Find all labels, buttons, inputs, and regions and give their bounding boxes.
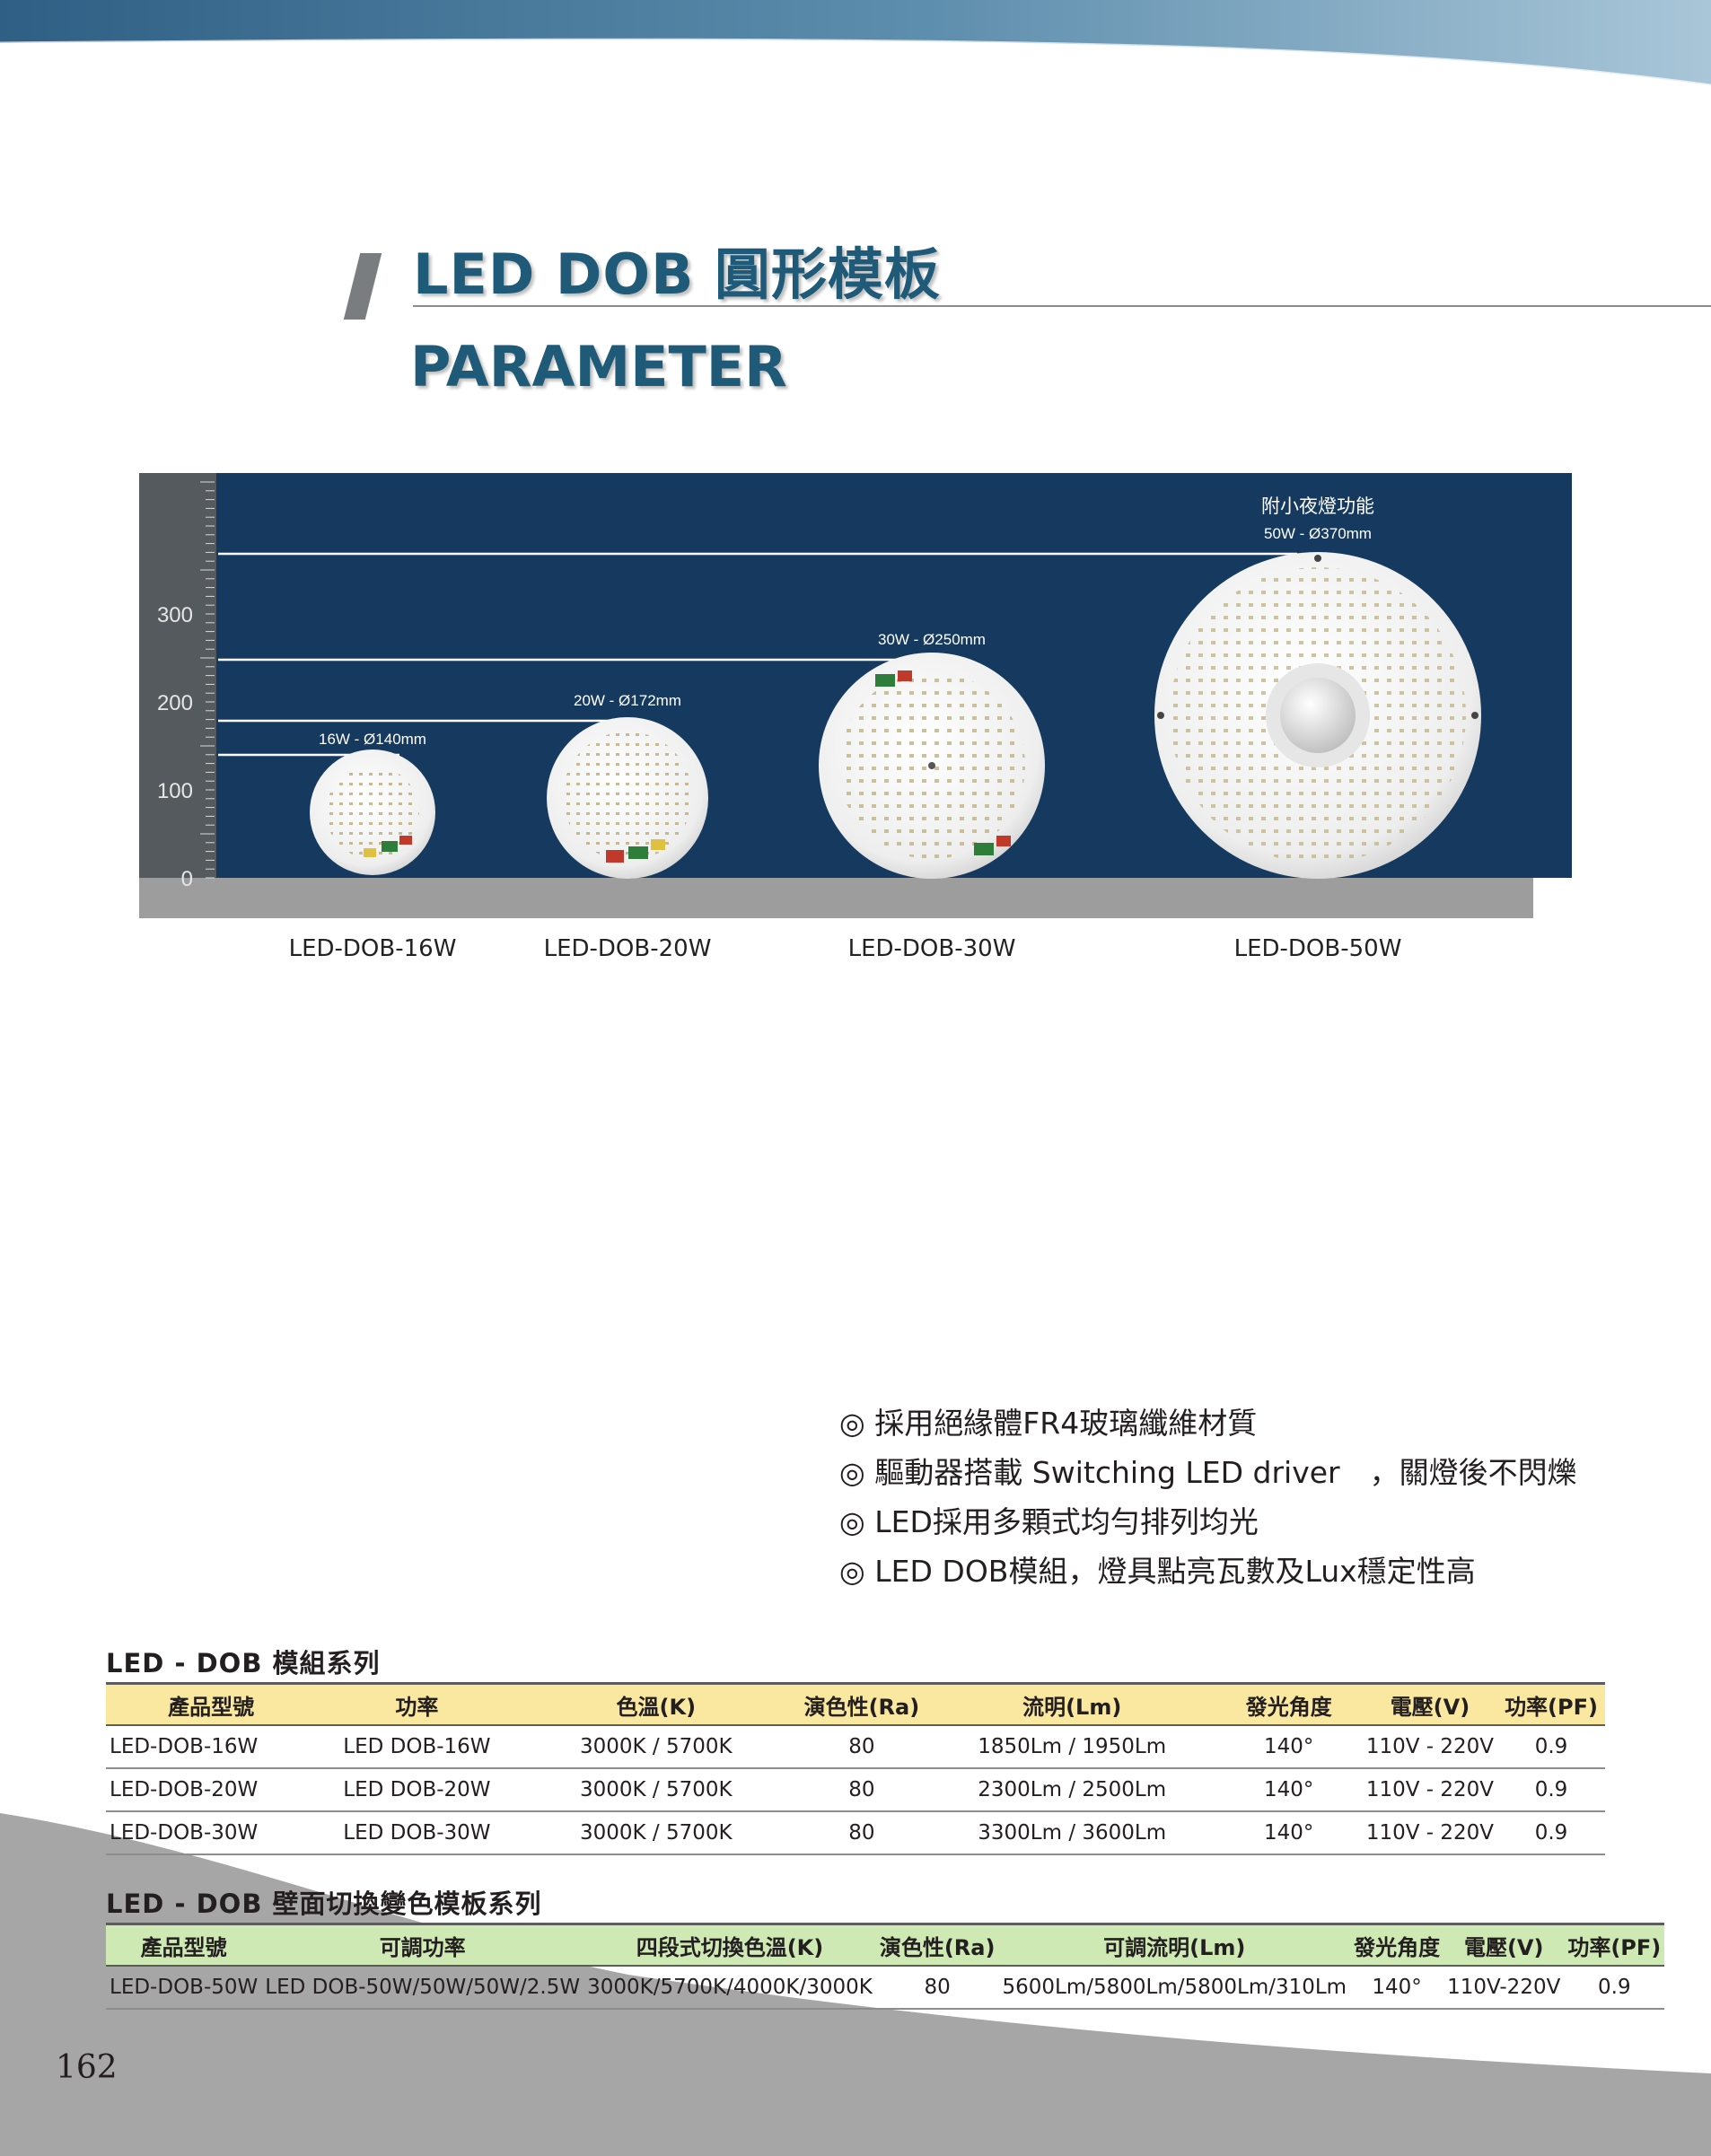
feature-list: ◎ 採用絕緣體FR4玻璃纖維材質 ◎ 驅動器搭載 Switching LED d… [839,1398,1577,1596]
table-cell: LED DOB-50W/50W/50W/2.5W [261,1966,584,2010]
table-header-row: 產品型號 可調功率 四段式切換色溫(K) 演色性(Ra) 可調流明(Lm) 發光… [106,1923,1665,1967]
table-cell: 2300Lm / 2500Lm [928,1768,1215,1812]
table-cell: 3000K/5700K/4000K/3000K [583,1966,876,2010]
bottom-decorative-band [0,1813,1711,2156]
table-cell: LED DOB-20W [316,1768,518,1812]
title-slash-ornament [343,253,382,320]
feature-item: ◎ LED採用多顆式均勻排列均光 [839,1504,1259,1539]
table-cell: 80 [794,1725,929,1769]
table-cell: 140° [1215,1811,1363,1855]
scale-label-100: 100 [157,779,193,803]
header-cell: 流明(Lm) [928,1682,1215,1726]
table-cell: 140° [1350,1966,1444,2010]
header-cell: 產品型號 [106,1923,262,1967]
table-cell: 3000K / 5700K [517,1768,794,1812]
table-row: LED-DOB-20W LED DOB-20W 3000K / 5700K 80… [106,1768,1605,1812]
night-light-note: 附小夜燈功能 [1261,495,1374,517]
led-board-30w [819,653,1045,879]
led-board-16w [310,749,435,875]
table-cell: 110V - 220V [1362,1768,1498,1812]
table-cell: 0.9 [1497,1811,1605,1855]
model-label-30w: LED-DOB-30W [847,935,1016,962]
header-cell: 發光角度 [1215,1682,1363,1726]
table-cell: 1850Lm / 1950Lm [928,1725,1215,1769]
model-label-20w: LED-DOB-20W [543,935,712,962]
table-row: LED-DOB-30W LED DOB-30W 3000K / 5700K 80… [106,1811,1605,1855]
table-cell: 0.9 [1564,1966,1665,2010]
size-label-30w: 30W - Ø250mm [878,631,986,648]
table-row: LED-DOB-50W LED DOB-50W/50W/50W/2.5W 300… [106,1966,1665,2010]
table-cell: 110V - 220V [1362,1725,1498,1769]
feature-item: ◎ 驅動器搭載 Switching LED driver ，關燈後不閃爍 [839,1455,1577,1490]
model-label-16w: LED-DOB-16W [288,935,457,962]
table-cell: 3000K / 5700K [517,1725,794,1769]
table-cell: 80 [794,1768,929,1812]
table2-title: LED - DOB 壁面切換變色模板系列 [106,1889,542,1919]
table-header-row: 產品型號 功率 色溫(K) 演色性(Ra) 流明(Lm) 發光角度 電壓(V) … [106,1682,1605,1726]
scale-label-200: 200 [157,691,193,715]
table-row: LED-DOB-16W LED DOB-16W 3000K / 5700K 80… [106,1725,1605,1769]
table-cell: LED-DOB-16W [106,1725,317,1769]
page-number: 162 [56,2049,118,2086]
header-cell: 發光角度 [1350,1923,1444,1967]
table-cell: 140° [1215,1725,1363,1769]
header-cell: 演色性(Ra) [875,1923,999,1967]
table-cell: 3300Lm / 3600Lm [928,1811,1215,1855]
scale-label-300: 300 [157,603,193,627]
table-cell: 140° [1215,1768,1363,1812]
page-title: LED DOB 圓形模板 [413,241,941,307]
table-cell: 3000K / 5700K [517,1811,794,1855]
table-cell: LED-DOB-50W [106,1966,262,2010]
page-subtitle: PARAMETER [410,334,787,399]
header-cell: 四段式切換色溫(K) [583,1923,876,1967]
feature-item: ◎ LED DOB模組，燈具點亮瓦數及Lux穩定性高 [839,1554,1476,1589]
table-cell: 80 [875,1966,999,2010]
top-decorative-band [0,0,1711,87]
table-cell: 5600Lm/5800Lm/5800Lm/310Lm [998,1966,1351,2010]
table-cell: LED-DOB-30W [106,1811,317,1855]
header-cell: 電壓(V) [1362,1682,1498,1726]
header-cell: 電壓(V) [1443,1923,1565,1967]
table1-title: LED - DOB 模組系列 [106,1648,381,1678]
table-cell: 0.9 [1497,1768,1605,1812]
header-cell: 演色性(Ra) [794,1682,929,1726]
led-board-20w [547,717,708,879]
table-cell: 0.9 [1497,1725,1605,1769]
spec-table-wall-switch: 產品型號 可調功率 四段式切換色溫(K) 演色性(Ra) 可調流明(Lm) 發光… [106,1923,1665,2010]
feature-item: ◎ 採用絕緣體FR4玻璃纖維材質 [839,1406,1258,1441]
size-comparison-diagram: 300 200 100 0 16W - Ø140mm 20W - Ø172mm … [157,481,1481,886]
table-cell: LED DOB-30W [316,1811,518,1855]
ruler-ticks [200,481,215,879]
table-cell: LED-DOB-20W [106,1768,317,1812]
size-label-20w: 20W - Ø172mm [574,692,681,709]
table-cell: 110V - 220V [1362,1811,1498,1855]
header-cell: 功率(PF) [1497,1682,1605,1726]
table-cell: LED DOB-16W [316,1725,518,1769]
spec-table-dob-module: 產品型號 功率 色溫(K) 演色性(Ra) 流明(Lm) 發光角度 電壓(V) … [106,1682,1605,1855]
table-cell: 110V-220V [1443,1966,1565,2010]
table-cell: 80 [794,1811,929,1855]
diagram-ruler-panel [139,473,216,878]
header-cell: 色溫(K) [517,1682,794,1726]
header-cell: 可調功率 [261,1923,584,1967]
header-cell: 產品型號 [106,1682,317,1726]
title-divider [413,305,1711,307]
led-board-50w [1154,552,1481,879]
header-cell: 功率(PF) [1564,1923,1665,1967]
model-label-50w: LED-DOB-50W [1233,935,1402,962]
size-label-50w: 50W - Ø370mm [1264,525,1372,542]
size-label-16w: 16W - Ø140mm [319,731,426,748]
header-cell: 功率 [316,1682,518,1726]
scale-label-0: 0 [181,867,193,886]
header-cell: 可調流明(Lm) [998,1923,1351,1967]
